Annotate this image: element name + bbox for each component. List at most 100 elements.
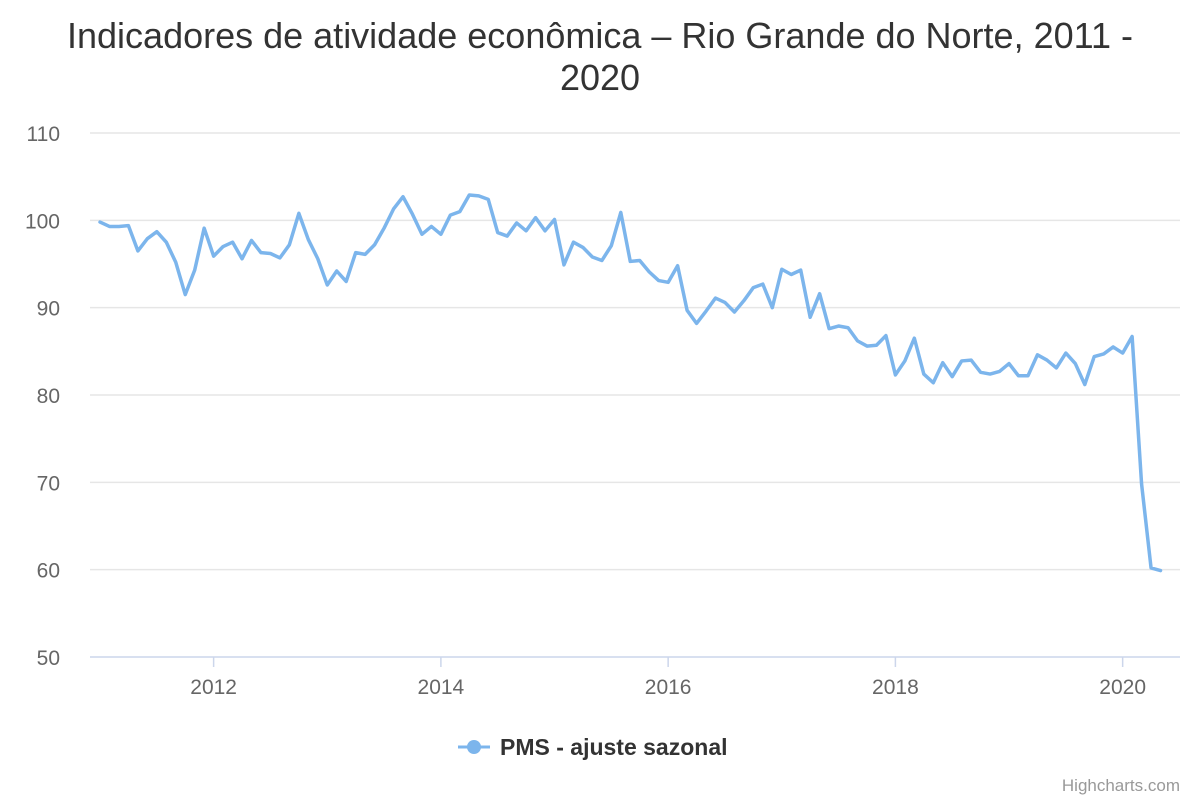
data-point[interactable] (731, 309, 737, 315)
data-point[interactable] (466, 192, 472, 198)
data-point[interactable] (864, 343, 870, 349)
data-point[interactable] (258, 250, 264, 256)
data-point[interactable] (220, 244, 226, 250)
data-point[interactable] (201, 225, 207, 231)
data-point[interactable] (608, 243, 614, 249)
data-point[interactable] (1053, 365, 1059, 371)
data-point[interactable] (438, 231, 444, 237)
data-point[interactable] (760, 281, 766, 287)
data-point[interactable] (1025, 373, 1031, 379)
data-point[interactable] (533, 215, 539, 221)
data-point[interactable] (116, 223, 122, 229)
data-point[interactable] (305, 237, 311, 243)
data-point[interactable] (817, 291, 823, 297)
data-point[interactable] (1101, 351, 1107, 357)
data-point[interactable] (665, 279, 671, 285)
data-point[interactable] (353, 250, 359, 256)
legend[interactable]: PMS - ajuste sazonal (458, 734, 728, 760)
data-point[interactable] (135, 248, 141, 254)
data-point[interactable] (741, 298, 747, 304)
data-point[interactable] (267, 251, 273, 257)
data-point[interactable] (959, 358, 965, 364)
data-point[interactable] (457, 209, 463, 215)
data-point[interactable] (1110, 344, 1116, 350)
data-point[interactable] (286, 242, 292, 248)
data-point[interactable] (230, 239, 236, 245)
data-point[interactable] (173, 259, 179, 265)
data-point[interactable] (911, 335, 917, 341)
data-point[interactable] (826, 326, 832, 332)
data-point[interactable] (883, 333, 889, 339)
data-point[interactable] (1015, 373, 1021, 379)
data-point[interactable] (523, 228, 529, 234)
data-point[interactable] (552, 216, 558, 222)
data-point[interactable] (239, 256, 245, 262)
data-point[interactable] (694, 320, 700, 326)
data-point[interactable] (798, 267, 804, 273)
data-point[interactable] (409, 211, 415, 217)
data-point[interactable] (684, 307, 690, 313)
data-point[interactable] (788, 271, 794, 277)
data-point[interactable] (324, 282, 330, 288)
credits-link[interactable]: Highcharts.com (1062, 776, 1180, 795)
data-point[interactable] (381, 225, 387, 231)
data-point[interactable] (1158, 568, 1164, 574)
data-point[interactable] (921, 371, 927, 377)
data-point[interactable] (447, 212, 453, 218)
data-point[interactable] (656, 278, 662, 284)
data-point[interactable] (504, 233, 510, 239)
data-point[interactable] (249, 237, 255, 243)
series-line-pms-ajuste-sazonal[interactable] (98, 193, 1163, 573)
data-point[interactable] (769, 305, 775, 311)
data-point[interactable] (580, 244, 586, 250)
data-point[interactable] (1063, 350, 1069, 356)
data-point[interactable] (1044, 357, 1050, 363)
data-point[interactable] (495, 230, 501, 236)
data-point[interactable] (97, 219, 103, 225)
data-point[interactable] (362, 251, 368, 257)
data-point[interactable] (836, 323, 842, 329)
data-point[interactable] (627, 258, 633, 264)
data-point[interactable] (1091, 354, 1097, 360)
data-point[interactable] (391, 206, 397, 212)
data-point[interactable] (154, 229, 160, 235)
data-point[interactable] (703, 308, 709, 314)
data-point[interactable] (334, 268, 340, 274)
data-point[interactable] (750, 285, 756, 291)
data-point[interactable] (163, 239, 169, 245)
data-point[interactable] (646, 269, 652, 275)
data-point[interactable] (182, 292, 188, 298)
data-point[interactable] (428, 223, 434, 229)
data-point[interactable] (315, 256, 321, 262)
data-point[interactable] (968, 357, 974, 363)
data-point[interactable] (1120, 350, 1126, 356)
data-point[interactable] (561, 262, 567, 268)
data-point[interactable] (372, 242, 378, 248)
data-point[interactable] (807, 314, 813, 320)
data-point[interactable] (618, 209, 624, 215)
data-point[interactable] (892, 372, 898, 378)
data-point[interactable] (1006, 361, 1012, 367)
legend-label-pms[interactable]: PMS - ajuste sazonal (500, 734, 728, 760)
data-point[interactable] (542, 228, 548, 234)
data-point[interactable] (722, 299, 728, 305)
data-point[interactable] (987, 371, 993, 377)
data-point[interactable] (997, 368, 1003, 374)
data-point[interactable] (419, 231, 425, 237)
data-point[interactable] (845, 325, 851, 331)
data-point[interactable] (589, 254, 595, 260)
data-point[interactable] (599, 258, 605, 264)
data-point[interactable] (930, 380, 936, 386)
data-point[interactable] (277, 255, 283, 261)
data-point[interactable] (1072, 361, 1078, 367)
data-point[interactable] (106, 223, 112, 229)
data-point[interactable] (343, 278, 349, 284)
data-point[interactable] (192, 267, 198, 273)
data-point[interactable] (296, 210, 302, 216)
data-point[interactable] (1139, 481, 1145, 487)
data-point[interactable] (125, 223, 131, 229)
data-point[interactable] (855, 338, 861, 344)
data-point[interactable] (1034, 352, 1040, 358)
data-point[interactable] (978, 369, 984, 375)
data-point[interactable] (144, 236, 150, 242)
